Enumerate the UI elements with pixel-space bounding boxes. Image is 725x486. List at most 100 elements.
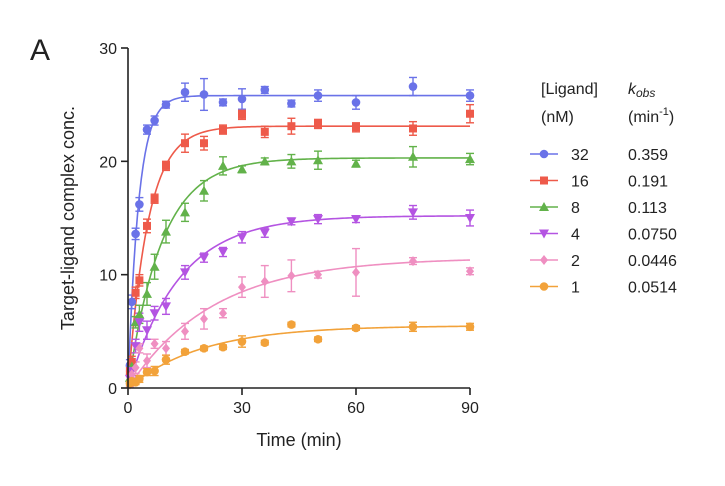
legend-ligand-value: 1: [571, 280, 580, 297]
data-point-8: [259, 156, 270, 166]
data-point-2: [352, 267, 360, 278]
data-point-4: [149, 309, 160, 319]
data-point-2: [238, 282, 246, 293]
data-point-16: [131, 288, 140, 297]
legend-marker: [540, 176, 548, 185]
data-point-8: [313, 155, 323, 165]
data-point-2: [260, 276, 269, 287]
fit-curve-4: [127, 215, 470, 389]
legend-kobs-value: 0.113: [628, 200, 667, 217]
fit-curve-16: [127, 125, 470, 389]
legend-ligand-value: 32: [571, 147, 589, 164]
data-point-4: [142, 326, 152, 336]
data-point-32: [131, 229, 140, 239]
legend-kobs-value: 0.191: [628, 174, 668, 191]
legend-header-kobs: kobs: [628, 81, 655, 100]
kobs-unit-post: ): [669, 109, 674, 126]
data-point-32: [142, 125, 152, 134]
data-point-16: [314, 119, 322, 128]
data-point-2: [131, 362, 140, 373]
data-point-4: [134, 318, 145, 328]
legend-row-4: 4 0.0750: [530, 227, 677, 244]
data-point-32: [180, 87, 190, 97]
data-point-8: [180, 207, 190, 217]
data-point-1: [313, 334, 323, 344]
data-point-16: [409, 124, 417, 133]
legend-kobs-value: 0.0514: [628, 280, 677, 297]
y-tick-label: 30: [99, 41, 117, 58]
data-point-16: [181, 139, 189, 148]
data-point-16: [200, 139, 208, 148]
fit-curve-8: [127, 157, 470, 389]
fit-curve-32: [127, 94, 470, 389]
data-point-8: [199, 185, 209, 195]
data-point-8: [218, 160, 228, 170]
data-point-4: [351, 215, 361, 225]
legend-header-ligand-unit: (nM): [541, 109, 574, 126]
legend-ligand-value: 16: [571, 174, 589, 191]
data-point-8: [149, 261, 160, 271]
fit-curves: [127, 94, 471, 389]
data-point-16: [143, 221, 151, 230]
data-point-16: [466, 109, 474, 118]
data-point-4: [259, 228, 270, 238]
legend-kobs-value: 0.0446: [628, 253, 677, 270]
data-point-8: [237, 164, 247, 174]
data-point-32: [161, 100, 171, 109]
legend-ligand-value: 8: [571, 200, 580, 217]
data-point-2: [409, 256, 417, 267]
data-point-4: [408, 208, 418, 218]
legend-row-32: 32 0.359: [530, 147, 668, 164]
data-point-32: [313, 91, 323, 100]
kobs-sub: obs: [636, 86, 655, 100]
data-point-32: [287, 99, 296, 108]
data-point-32: [465, 91, 475, 100]
data-point-16: [238, 110, 246, 119]
kobs-unit-sup: -1: [659, 106, 669, 118]
data-point-4: [465, 214, 475, 223]
legend-marker: [540, 255, 548, 265]
data-point-2: [466, 266, 474, 277]
data-point-1: [180, 347, 190, 357]
data-point-8: [134, 309, 145, 319]
data-point-1: [150, 366, 159, 376]
data-point-2: [219, 308, 227, 319]
legend-marker: [539, 149, 549, 159]
data-point-8: [351, 158, 361, 168]
legend-rows: 32 0.359 16 0.191 8 0.113 4 0.0750 2 0.0446 1 0.051…: [530, 147, 677, 297]
legend-row-1: 1 0.0514: [530, 280, 677, 297]
data-point-8: [161, 226, 171, 236]
legend-header-kobs-unit: (min-1): [628, 106, 674, 126]
legend-marker: [539, 229, 549, 239]
x-tick-label: 90: [461, 400, 479, 417]
error-bars: [125, 76, 474, 388]
data-point-1: [465, 322, 475, 332]
data-point-8: [286, 156, 297, 166]
fit-curve-1: [127, 325, 471, 389]
data-point-1: [237, 337, 247, 346]
legend-kobs-value: 0.359: [628, 147, 668, 164]
data-point-1: [135, 374, 144, 384]
data-point-32: [351, 98, 361, 107]
data-point-2: [181, 326, 189, 337]
x-tick-label: 0: [124, 400, 133, 417]
y-tick-label: 20: [99, 154, 117, 171]
panel-label: A: [30, 34, 50, 67]
y-axis-title: Target-ligand complex conc.: [58, 106, 78, 330]
data-point-32: [150, 116, 159, 125]
kobs-k: k: [628, 81, 637, 98]
data-point-2: [314, 269, 322, 280]
data-point-16: [287, 122, 296, 131]
legend-kobs-value: 0.0750: [628, 227, 677, 244]
y-tick-label: 0: [108, 381, 117, 398]
x-tick-label: 60: [347, 400, 365, 417]
x-tick-label: 30: [233, 400, 251, 417]
data-point-4: [286, 217, 297, 227]
kobs-unit-pre: (min: [628, 109, 659, 126]
data-point-32: [260, 85, 270, 95]
x-axis-title: Time (min): [256, 430, 341, 450]
legend-ligand-value: 4: [571, 227, 580, 244]
data-point-2: [127, 369, 136, 380]
data-point-2: [200, 313, 208, 324]
